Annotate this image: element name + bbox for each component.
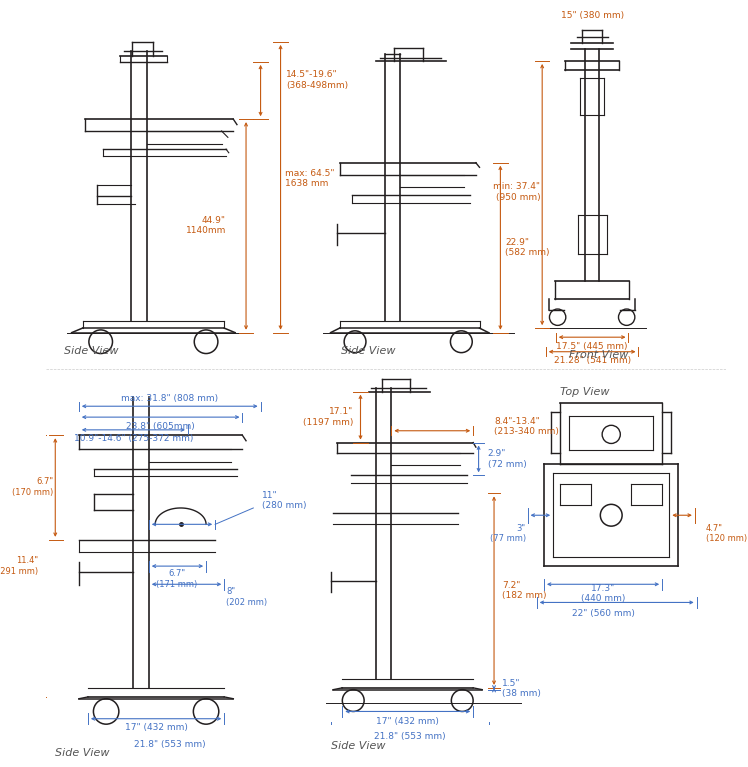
Text: 3"
(77 mm): 3" (77 mm) — [490, 524, 526, 543]
Text: 14.5"-19.6"
(368-498mm): 14.5"-19.6" (368-498mm) — [286, 71, 348, 90]
Text: 6.7"
(170 mm): 6.7" (170 mm) — [12, 477, 53, 497]
Text: 21.8" (553 mm): 21.8" (553 mm) — [374, 732, 445, 742]
Text: 22.9"
(582 mm): 22.9" (582 mm) — [505, 238, 550, 257]
Text: 11.4"
(291 mm): 11.4" (291 mm) — [0, 556, 38, 576]
Text: 8"
(202 mm): 8" (202 mm) — [226, 588, 267, 607]
Text: 4.7"
(120 mm): 4.7" (120 mm) — [705, 524, 747, 543]
Text: 7.2"
(182 mm): 7.2" (182 mm) — [502, 581, 547, 601]
Text: 17.3"
(440 mm): 17.3" (440 mm) — [581, 584, 625, 603]
Text: 22" (560 mm): 22" (560 mm) — [571, 609, 634, 618]
Text: Top View: Top View — [560, 387, 610, 397]
Text: Side View: Side View — [341, 346, 396, 356]
Text: 6.7"
(171 mm): 6.7" (171 mm) — [156, 569, 197, 588]
Text: max: 31.8" (808 mm): max: 31.8" (808 mm) — [121, 394, 218, 403]
Text: Side View: Side View — [331, 741, 385, 751]
Text: Side View: Side View — [64, 346, 119, 356]
Text: 17.5" (445 mm): 17.5" (445 mm) — [557, 342, 628, 351]
Text: 21.28" (541 mm): 21.28" (541 mm) — [554, 357, 631, 365]
Text: 10.9"-14.6" (275-372 mm): 10.9"-14.6" (275-372 mm) — [74, 434, 193, 443]
Text: 17" (432 mm): 17" (432 mm) — [376, 717, 439, 726]
Text: 44.9"
1140mm: 44.9" 1140mm — [186, 216, 226, 235]
Text: Side View: Side View — [55, 749, 110, 759]
Text: Front View: Front View — [569, 351, 629, 360]
Text: 11"
(280 mm): 11" (280 mm) — [263, 491, 307, 510]
Text: 8.4"-13.4"
(213-340 mm): 8.4"-13.4" (213-340 mm) — [494, 416, 559, 436]
Text: 1.5"
(38 mm): 1.5" (38 mm) — [502, 679, 541, 699]
Text: max: 64.5"
1638 mm: max: 64.5" 1638 mm — [285, 169, 334, 188]
Text: min: 37.4"
(950 mm): min: 37.4" (950 mm) — [494, 182, 540, 202]
Text: 17.1"
(1197 mm): 17.1" (1197 mm) — [303, 407, 353, 426]
Text: 23.8" (605mm): 23.8" (605mm) — [126, 422, 195, 431]
Text: 17" (432 mm): 17" (432 mm) — [125, 723, 188, 732]
Text: 21.8" (553 mm): 21.8" (553 mm) — [134, 739, 206, 749]
Text: 15" (380 mm): 15" (380 mm) — [560, 11, 624, 20]
Text: 2.9"
(72 mm): 2.9" (72 mm) — [488, 449, 527, 469]
